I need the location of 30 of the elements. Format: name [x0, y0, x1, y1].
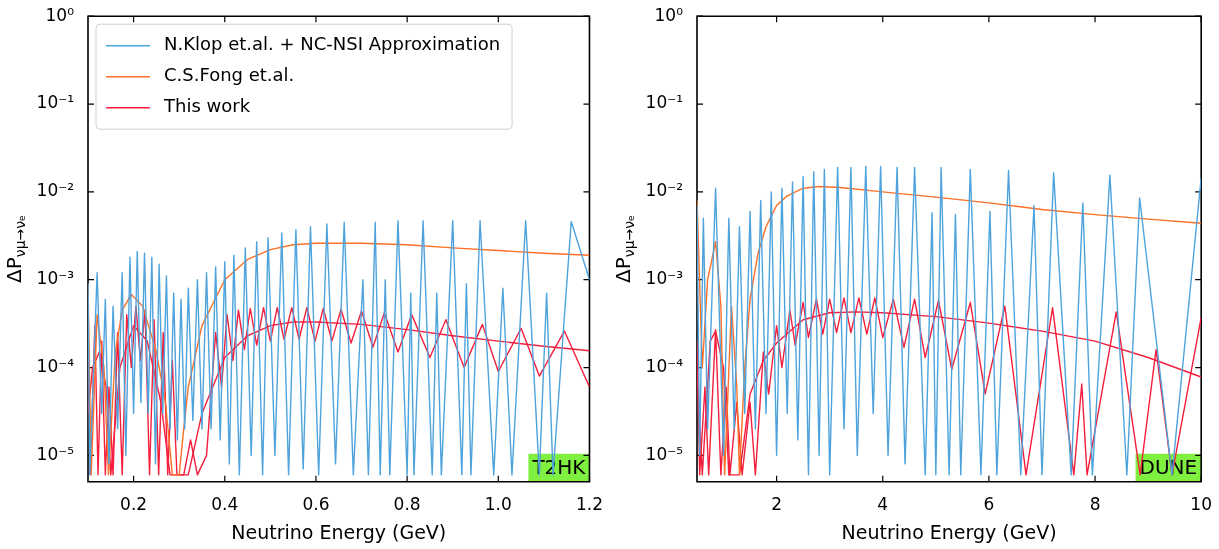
legend-label: N.Klop et.al. + NC-NSI Approximation [164, 33, 501, 55]
x-tick-label: 0.2 [120, 494, 148, 515]
y-tick-label: 10⁻³ [36, 268, 74, 289]
x-axis-title: Neutrino Energy (GeV) [841, 520, 1057, 543]
y-tick-label: 10⁻¹ [36, 92, 74, 113]
y-tick-label: 10⁻⁵ [36, 443, 74, 464]
y-tick-label: 10⁻¹ [645, 92, 683, 113]
x-tick-label: 4 [877, 494, 889, 515]
y-tick-label: 10⁻⁵ [645, 443, 683, 464]
x-tick-label: 1.2 [575, 494, 604, 515]
x-tick-label: 0.4 [211, 494, 239, 515]
x-tick-label: 8 [1089, 494, 1101, 515]
y-tick-label: 10⁻² [36, 180, 74, 201]
y-tick-label: 10⁰ [654, 4, 684, 25]
x-tick-label: 0.6 [302, 494, 330, 515]
x-tick-label: 2 [771, 494, 783, 515]
legend-label: This work [163, 95, 251, 117]
x-tick-label: 6 [983, 494, 995, 515]
y-tick-label: 10⁻³ [645, 268, 683, 289]
y-tick-label: 10⁰ [45, 4, 75, 25]
y-axis-title: ΔPνμ→νₑ [611, 215, 637, 283]
y-tick-label: 10⁻² [645, 180, 683, 201]
x-tick-label: 1.0 [484, 494, 512, 515]
legend-label: C.S.Fong et.al. [164, 64, 295, 86]
y-axis-title: ΔPνμ→νₑ [2, 215, 28, 283]
y-tick-label: 10⁻⁴ [645, 355, 684, 376]
x-tick-label: 0.8 [393, 494, 421, 515]
x-axis-title: Neutrino Energy (GeV) [231, 520, 447, 543]
x-tick-label: 10 [1190, 494, 1212, 515]
y-tick-label: 10⁻⁴ [36, 355, 75, 376]
